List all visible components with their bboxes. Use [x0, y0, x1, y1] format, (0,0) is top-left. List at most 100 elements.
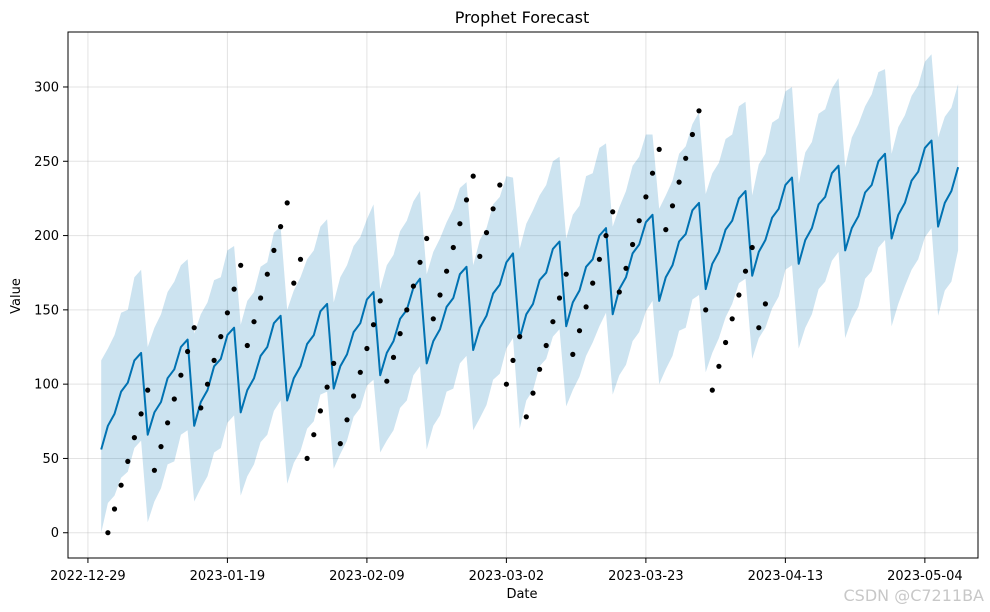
observed-point	[530, 390, 536, 396]
observed-point	[696, 108, 702, 114]
observed-point	[576, 328, 583, 334]
forecast-line-layer	[100, 139, 960, 450]
observed-point	[337, 441, 343, 447]
observed-point	[663, 227, 669, 233]
observed-point	[749, 244, 755, 251]
observed-point	[463, 197, 470, 203]
observed-point	[357, 369, 363, 375]
observed-point	[490, 206, 496, 212]
y-tick-label: 100	[34, 378, 59, 393]
observed-point	[616, 289, 622, 295]
observed-point	[364, 345, 370, 352]
x-tick-label: 2023-02-09	[329, 569, 405, 584]
observed-point	[118, 482, 124, 488]
observed-point	[404, 307, 410, 313]
observed-point	[457, 221, 463, 227]
observed-point	[550, 319, 556, 325]
y-axis-ticks: 0 50 100 150 200 250 300	[34, 80, 68, 541]
observed-point	[517, 334, 523, 340]
observed-point	[264, 271, 270, 277]
observed-point	[470, 173, 476, 179]
observed-point	[424, 235, 430, 242]
observed-point	[543, 342, 549, 349]
observed-point	[643, 194, 649, 200]
x-tick-label: 2022-12-29	[50, 569, 126, 584]
observed-point	[563, 271, 569, 277]
chart-title: Prophet Forecast	[455, 8, 590, 27]
observed-point	[390, 354, 397, 360]
observed-point	[683, 155, 689, 161]
uncertainty-interval	[101, 54, 959, 533]
observed-point	[138, 411, 144, 417]
y-tick-label: 50	[42, 452, 59, 467]
observed-point	[251, 319, 257, 325]
observed-point	[284, 200, 290, 206]
y-tick-label: 250	[34, 155, 59, 170]
x-tick-label: 2023-01-19	[190, 569, 266, 584]
observed-point	[623, 265, 629, 271]
x-tick-label: 2023-03-02	[469, 569, 545, 584]
observed-point	[570, 351, 576, 357]
observed-point	[742, 268, 749, 274]
observed-point	[171, 396, 177, 402]
y-tick-label: 300	[34, 80, 59, 95]
observed-point	[165, 420, 171, 426]
observed-point	[510, 357, 516, 363]
observed-point	[729, 316, 735, 322]
observed-point	[669, 203, 676, 209]
observed-point	[191, 325, 197, 331]
observed-point	[218, 334, 224, 340]
observed-point	[603, 233, 609, 239]
observed-point	[444, 268, 450, 274]
observed-point	[185, 348, 191, 355]
observed-point	[125, 458, 131, 464]
observed-point	[417, 259, 423, 265]
observed-point	[324, 384, 330, 390]
observed-point	[304, 455, 310, 461]
observed-point	[630, 241, 636, 248]
observed-point	[377, 298, 383, 304]
observed-point	[649, 170, 656, 176]
observed-point	[244, 342, 250, 349]
observed-point	[111, 506, 118, 512]
observed-point	[590, 280, 596, 286]
observed-point	[450, 244, 456, 251]
y-axis-label: Value	[9, 278, 24, 314]
observed-point	[271, 247, 277, 253]
observed-points-layer	[105, 108, 769, 536]
observed-point	[384, 378, 390, 384]
observed-point	[636, 218, 642, 224]
observed-point	[716, 363, 722, 369]
x-tick-label: 2023-04-13	[748, 569, 824, 584]
observed-point	[723, 339, 729, 346]
observed-point	[523, 414, 529, 420]
observed-point	[596, 256, 603, 262]
x-axis-ticks: 2022-12-29 2023-01-19 2023-02-09 2023-03-02…	[50, 558, 963, 584]
uncertainty-interval-layer	[101, 54, 959, 533]
x-tick-label: 2023-03-23	[608, 569, 684, 584]
observed-point	[497, 182, 503, 188]
observed-point	[703, 307, 709, 313]
observed-point	[762, 301, 769, 307]
observed-point	[311, 432, 317, 438]
plot-frame	[67, 31, 979, 559]
observed-point	[291, 280, 297, 286]
observed-point	[198, 405, 204, 411]
observed-point	[610, 209, 616, 215]
observed-point	[483, 230, 490, 236]
observed-point	[583, 304, 589, 310]
observed-point	[145, 387, 151, 393]
x-axis-label: Date	[506, 587, 537, 602]
observed-point	[756, 325, 762, 331]
observed-point	[238, 262, 244, 268]
observed-point	[437, 292, 443, 298]
x-tick-label: 2023-05-04	[887, 569, 963, 584]
observed-point	[211, 357, 217, 363]
forecast-line	[100, 139, 960, 450]
y-tick-label: 0	[51, 526, 59, 541]
observed-point	[537, 366, 543, 372]
observed-point	[656, 146, 662, 152]
observed-point	[709, 387, 715, 393]
